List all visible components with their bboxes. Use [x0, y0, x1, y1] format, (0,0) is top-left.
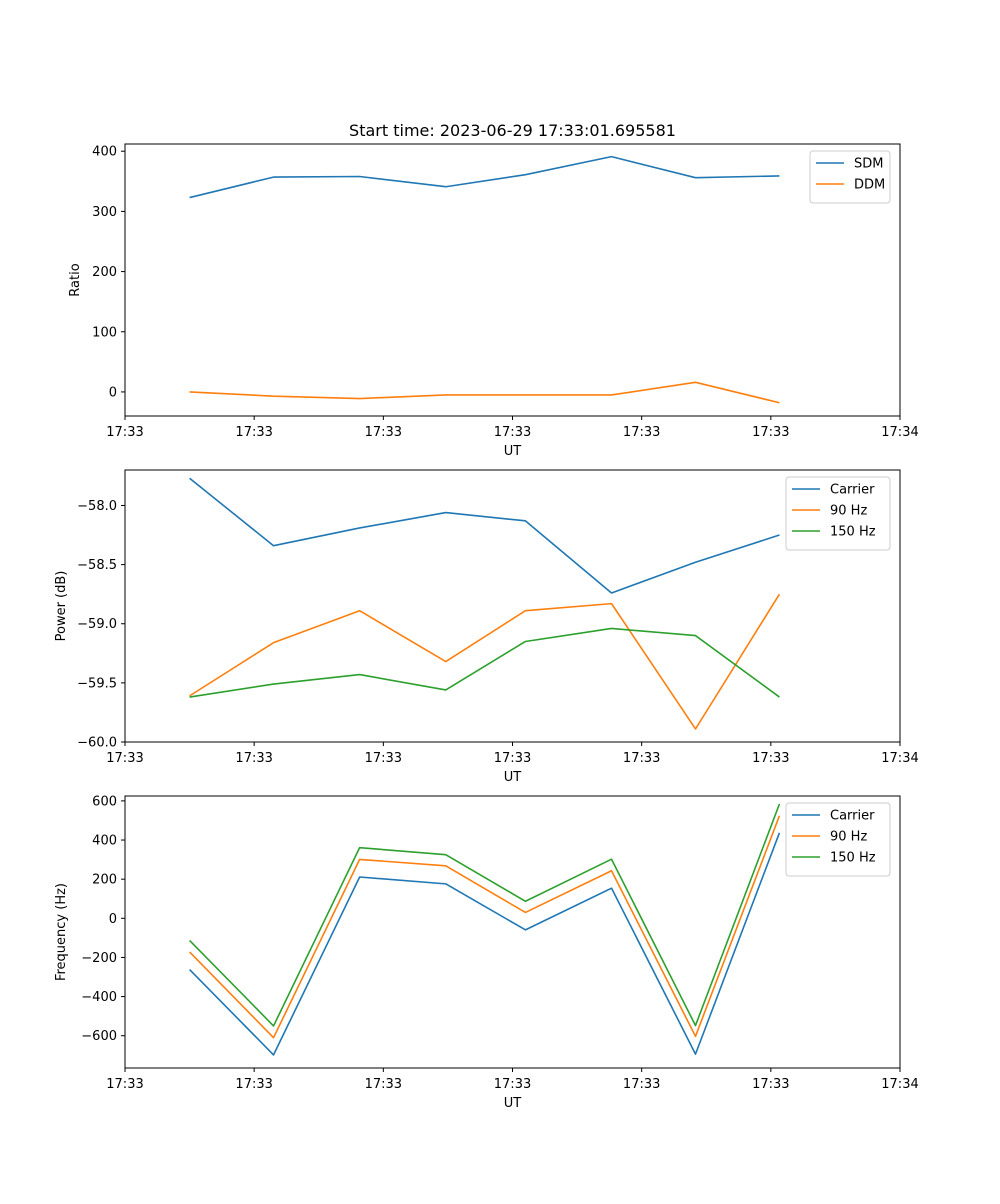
x-tick-label: 17:33	[623, 1077, 660, 1092]
y-tick-label: 300	[92, 205, 117, 220]
x-tick-label: 17:33	[752, 1077, 789, 1092]
y-tick-label: 200	[92, 265, 117, 280]
x-tick-label: 17:33	[623, 425, 660, 440]
series-line-ddm	[189, 381, 780, 404]
x-tick-label: 17:33	[494, 425, 531, 440]
legend-label: DDM	[854, 178, 885, 193]
y-tick-label: 400	[92, 145, 117, 160]
y-tick-label: 400	[92, 834, 117, 849]
legend-label: 90 Hz	[830, 504, 867, 519]
series-line-carrier	[189, 832, 781, 1056]
y-axis-label: Power (dB)	[54, 571, 69, 642]
y-tick-label: −400	[81, 990, 117, 1005]
x-tick-label: 17:33	[235, 1077, 272, 1092]
legend-label: 150 Hz	[830, 525, 876, 540]
x-tick-label: 17:33	[494, 751, 531, 766]
x-tick-label: 17:33	[235, 751, 272, 766]
plot-panel-2: 17:33 17:33 17:33 17:33 17:33 17:33 17:34 −60.0…	[54, 469, 919, 785]
x-axis-label: UT	[504, 444, 522, 459]
y-axis-label: Ratio	[68, 263, 83, 296]
x-tick-label: 17:33	[106, 1077, 143, 1092]
y-tick-label: 200	[92, 873, 117, 888]
legend-label: 90 Hz	[830, 830, 867, 845]
x-tick-label: 17:33	[365, 1077, 402, 1092]
y-tick-label: −59.5	[77, 676, 117, 691]
y-axis-label: Frequency (Hz)	[54, 883, 69, 981]
x-tick-label: 17:33	[235, 425, 272, 440]
legend-label: Carrier	[830, 483, 875, 498]
y-tick-label: −58.0	[77, 499, 117, 514]
y-tick-label: 0	[109, 912, 117, 927]
series-line-90-hz	[189, 593, 781, 730]
plot-panel-3: 17:33 17:33 17:33 17:33 17:33 17:33 17:34 −600 −…	[54, 794, 919, 1111]
x-tick-label: 17:33	[752, 751, 789, 766]
legend-label: 150 Hz	[830, 851, 876, 866]
x-axis-label: UT	[504, 770, 522, 785]
series-line-150-hz	[189, 803, 781, 1027]
series-line-150-hz	[189, 627, 780, 698]
series-line-carrier	[189, 477, 780, 594]
x-tick-label: 17:33	[106, 751, 143, 766]
x-tick-label: 17:34	[881, 751, 918, 766]
y-tick-label: 100	[92, 325, 117, 340]
x-tick-label: 17:34	[881, 1077, 918, 1092]
legend-label: Carrier	[830, 809, 875, 824]
y-tick-label: −60.0	[77, 736, 117, 751]
x-tick-label: 17:33	[494, 1077, 531, 1092]
y-tick-label: −59.0	[77, 617, 117, 632]
y-tick-label: −58.5	[77, 558, 117, 573]
legend-box	[809, 150, 891, 204]
legend: Carrier 90 Hz 150 Hz	[785, 476, 891, 551]
legend: Carrier 90 Hz 150 Hz	[785, 802, 891, 877]
x-tick-label: 17:34	[881, 425, 918, 440]
x-tick-label: 17:33	[623, 751, 660, 766]
x-axis-label: UT	[504, 1096, 522, 1111]
x-tick-label: 17:33	[106, 425, 143, 440]
legend: SDM DDM	[809, 150, 891, 204]
legend-label: SDM	[854, 157, 883, 172]
y-tick-label: −200	[81, 951, 117, 966]
y-tick-label: 0	[109, 385, 117, 400]
x-tick-label: 17:33	[752, 425, 789, 440]
x-tick-label: 17:33	[365, 425, 402, 440]
plot-panel-1: 17:33 17:33 17:33 17:33 17:33 17:33 17:34 0 100 2…	[68, 143, 919, 459]
figure-title: Start time: 2023-06-29 17:33:01.695581	[349, 121, 676, 140]
series-line-90-hz	[189, 815, 781, 1039]
x-tick-label: 17:33	[365, 751, 402, 766]
y-tick-label: −600	[81, 1029, 117, 1044]
y-tick-label: 600	[92, 794, 117, 809]
series-line-sdm	[189, 155, 780, 199]
